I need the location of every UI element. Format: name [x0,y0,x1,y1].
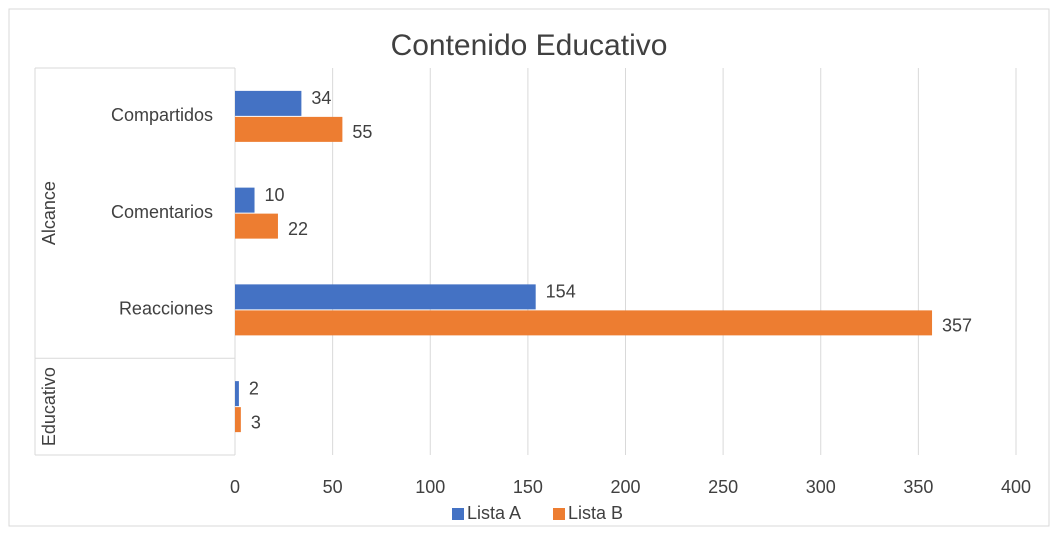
data-label: 2 [249,378,259,398]
data-label: 34 [311,88,331,108]
bar [235,310,933,336]
legend-label: Lista A [467,503,521,523]
y-tick-label: Reacciones [119,299,213,319]
legend-swatch [452,508,464,520]
x-tick-label: 300 [806,477,836,497]
bar [235,90,302,116]
x-tick-label: 150 [513,477,543,497]
bar [235,381,239,407]
x-tick-label: 250 [708,477,738,497]
data-label: 3 [251,412,261,432]
data-label: 22 [288,219,308,239]
x-tick-label: 350 [903,477,933,497]
y-tick-label: Compartidos [111,105,213,125]
x-tick-label: 100 [415,477,445,497]
x-tick-label: 50 [323,477,343,497]
data-label: 154 [546,282,576,302]
x-tick-label: 0 [230,477,240,497]
y-tick-label: Comentarios [111,202,213,222]
bar [235,213,278,239]
x-tick-label: 400 [1001,477,1031,497]
chart-border [8,8,1050,527]
bar [235,284,536,310]
bar [235,187,255,213]
chart-title: Contenido Educativo [391,29,668,62]
legend-swatch [553,508,565,520]
bar [235,407,241,433]
group-label: Alcance [39,181,59,245]
bar [235,116,343,142]
data-label: 357 [942,316,972,336]
x-tick-label: 200 [610,477,640,497]
group-label: Educativo [39,367,59,446]
data-label: 10 [265,185,285,205]
legend-label: Lista B [568,503,623,523]
data-label: 55 [352,122,372,142]
